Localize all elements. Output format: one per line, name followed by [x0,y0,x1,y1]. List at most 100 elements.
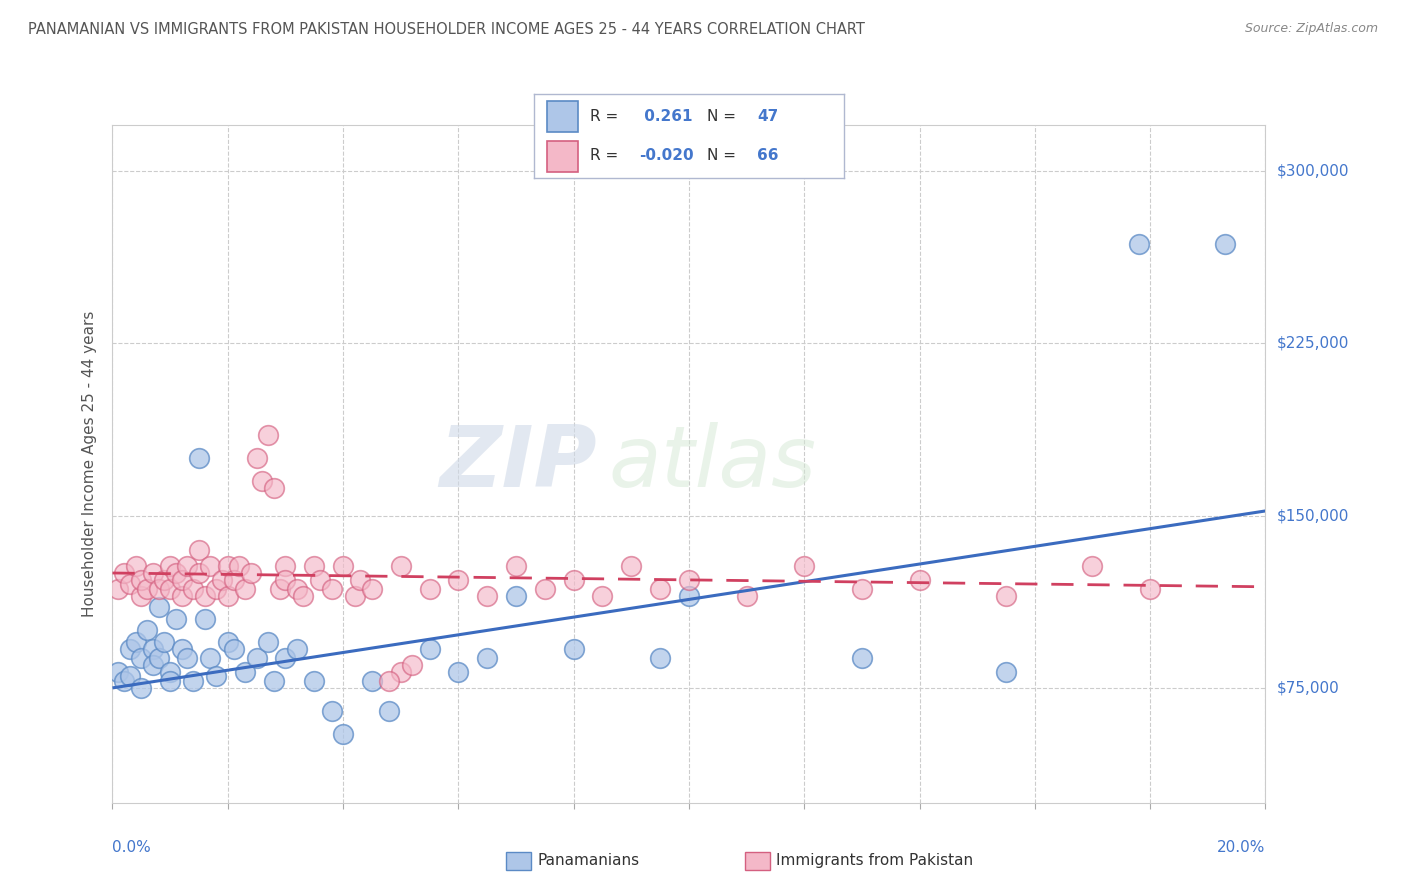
Point [136,582,159,596]
Point [129,589,153,603]
Point [118,641,141,656]
Point [995,589,1018,603]
Point [475,589,498,603]
Point [360,673,382,688]
Point [360,582,382,596]
Point [124,559,146,574]
Point [389,665,412,679]
Point [257,428,280,442]
Point [159,665,181,679]
Point [148,651,170,665]
Text: Immigrants from Pakistan: Immigrants from Pakistan [776,854,973,868]
Point [274,651,297,665]
Text: Panamanians: Panamanians [537,854,640,868]
Point [118,669,141,683]
Text: 20.0%: 20.0% [1218,840,1265,855]
Point [304,673,326,688]
Point [112,673,135,688]
Point [200,651,222,665]
Bar [547,141,578,171]
Point [228,559,250,574]
Point [153,573,176,587]
Point [159,673,181,688]
Text: $300,000: $300,000 [1277,163,1348,178]
Point [200,559,222,574]
Point [505,559,527,574]
Point [419,582,441,596]
Point [136,624,159,638]
Point [181,673,204,688]
Point [378,704,401,718]
Point [285,641,308,656]
Text: N =: N = [707,109,741,124]
Point [389,559,412,574]
Point [148,600,170,615]
Point [291,589,314,603]
Point [181,582,204,596]
Text: -0.020: -0.020 [640,148,695,163]
Point [620,559,643,574]
Point [245,651,267,665]
Point [142,566,165,580]
Point [233,665,256,679]
Text: Source: ZipAtlas.com: Source: ZipAtlas.com [1244,22,1378,36]
Text: ZIP: ZIP [439,422,596,506]
Point [217,589,239,603]
Point [233,582,256,596]
Point [153,635,176,649]
Point [304,559,326,574]
Point [1213,237,1236,252]
Point [124,635,146,649]
Text: atlas: atlas [609,422,817,506]
Point [188,451,211,466]
Point [648,582,672,596]
Point [648,651,672,665]
Point [205,669,228,683]
Point [562,573,585,587]
Point [194,612,217,626]
Bar [547,102,578,132]
Point [592,589,614,603]
Point [263,481,285,495]
Point [222,573,245,587]
Point [678,573,700,587]
Point [321,582,343,596]
Point [908,573,931,587]
Point [349,573,371,587]
Point [285,582,308,596]
Point [188,566,211,580]
Point [176,559,198,574]
Point [475,651,498,665]
Point [735,589,758,603]
Point [165,566,187,580]
Point [447,665,470,679]
Point [1128,237,1150,252]
Point [148,582,170,596]
Point [401,657,423,672]
Point [851,582,873,596]
Text: PANAMANIAN VS IMMIGRANTS FROM PAKISTAN HOUSEHOLDER INCOME AGES 25 - 44 YEARS COR: PANAMANIAN VS IMMIGRANTS FROM PAKISTAN H… [28,22,865,37]
Text: R =: R = [591,109,623,124]
Point [188,543,211,558]
Point [269,582,291,596]
Point [533,582,555,596]
Point [194,589,217,603]
Point [562,641,585,656]
Point [793,559,815,574]
Point [142,657,165,672]
Point [118,577,141,591]
Point [309,573,332,587]
Point [274,573,297,587]
Point [165,612,187,626]
Point [274,559,297,574]
Point [159,582,181,596]
Text: N =: N = [707,148,741,163]
Point [205,582,228,596]
Point [107,582,129,596]
Point [129,573,153,587]
Text: $225,000: $225,000 [1277,335,1348,351]
Text: 0.0%: 0.0% [112,840,152,855]
Point [211,573,233,587]
Point [245,451,267,466]
Point [217,559,239,574]
